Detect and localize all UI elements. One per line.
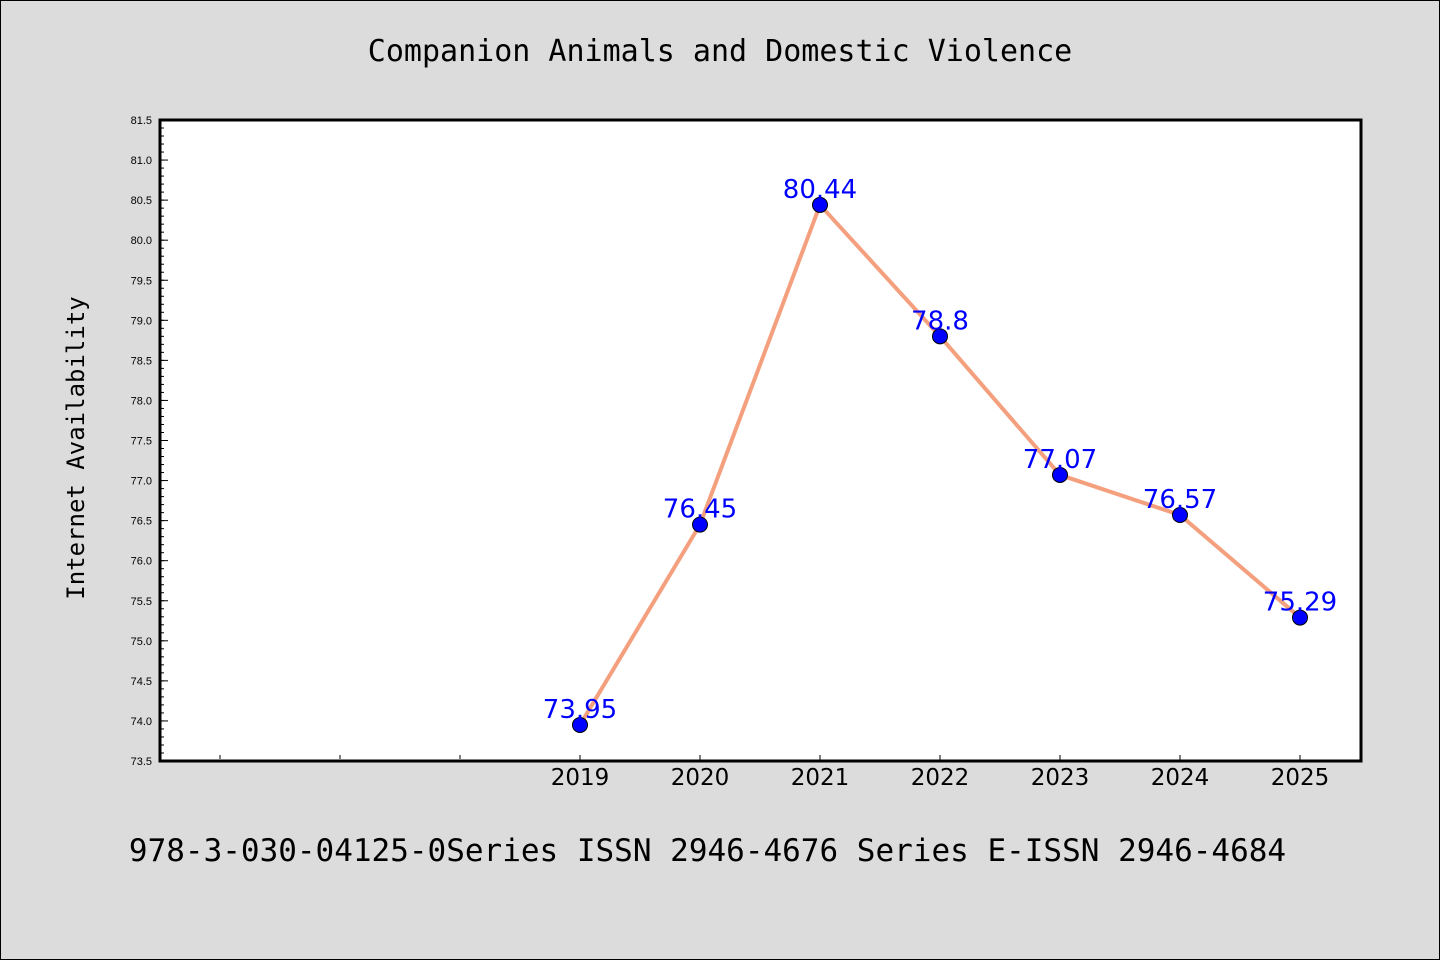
data-point xyxy=(1172,507,1188,524)
y-tick-label: 81.5 xyxy=(131,115,152,127)
y-tick-label: 78.5 xyxy=(131,355,152,367)
y-tick-label: 74.5 xyxy=(131,676,152,688)
y-tick-label: 73.5 xyxy=(131,756,152,768)
x-tick-label: 2022 xyxy=(911,765,970,791)
x-tick-label: 2021 xyxy=(791,765,850,791)
chart-title: Companion Animals and Domestic Violence xyxy=(367,34,1073,69)
data-label: 75.29 xyxy=(1263,588,1337,618)
plot-border xyxy=(158,118,1363,763)
data-label: 73.95 xyxy=(543,695,617,725)
y-tick-label: 76.0 xyxy=(131,556,152,568)
data-label: 77.07 xyxy=(1023,445,1097,475)
data-point xyxy=(692,516,708,533)
data-points xyxy=(572,196,1308,733)
data-label: 80.44 xyxy=(783,175,857,205)
y-tick-label: 77.0 xyxy=(131,476,152,488)
y-tick-label: 77.5 xyxy=(131,436,152,448)
data-point xyxy=(812,196,828,213)
data-point xyxy=(572,716,588,733)
y-tick-label: 79.5 xyxy=(131,275,152,287)
data-point xyxy=(932,328,948,345)
x-tick-label: 2024 xyxy=(1151,765,1210,791)
y-tick-label: 80.0 xyxy=(131,235,152,247)
footer-isbn-text: 978-3-030-04125-0Series ISSN 2946-4676 S… xyxy=(128,833,1287,869)
data-point xyxy=(1292,609,1308,626)
y-tick-label: 81.0 xyxy=(131,155,152,167)
x-tick-label: 2020 xyxy=(671,765,730,791)
y-tick-label: 74.0 xyxy=(131,716,152,728)
y-tick-label: 79.0 xyxy=(131,315,152,327)
x-tick-label: 2025 xyxy=(1271,765,1330,791)
x-tick-label: 2023 xyxy=(1031,765,1090,791)
data-point xyxy=(1052,466,1068,483)
data-label: 76.45 xyxy=(663,495,737,525)
data-label: 78.8 xyxy=(911,306,969,336)
y-tick-label: 78.0 xyxy=(131,395,152,407)
y-tick-label: 75.5 xyxy=(131,596,152,608)
plot-area xyxy=(160,120,1361,761)
axis-ticks: 73.5 74.0 74.5 75.0 75.5 76.0 76.5 77.0 77.5 78.0… xyxy=(131,115,1330,791)
y-tick-label: 75.0 xyxy=(131,636,152,648)
x-tick-label: 2019 xyxy=(551,765,610,791)
y-tick-label: 80.5 xyxy=(131,195,152,207)
data-label: 76.57 xyxy=(1143,485,1217,515)
data-labels: 73.95 76.45 80.44 78.8 77.07 76.57 75.29 xyxy=(543,175,1337,725)
y-tick-label: 76.5 xyxy=(131,516,152,528)
